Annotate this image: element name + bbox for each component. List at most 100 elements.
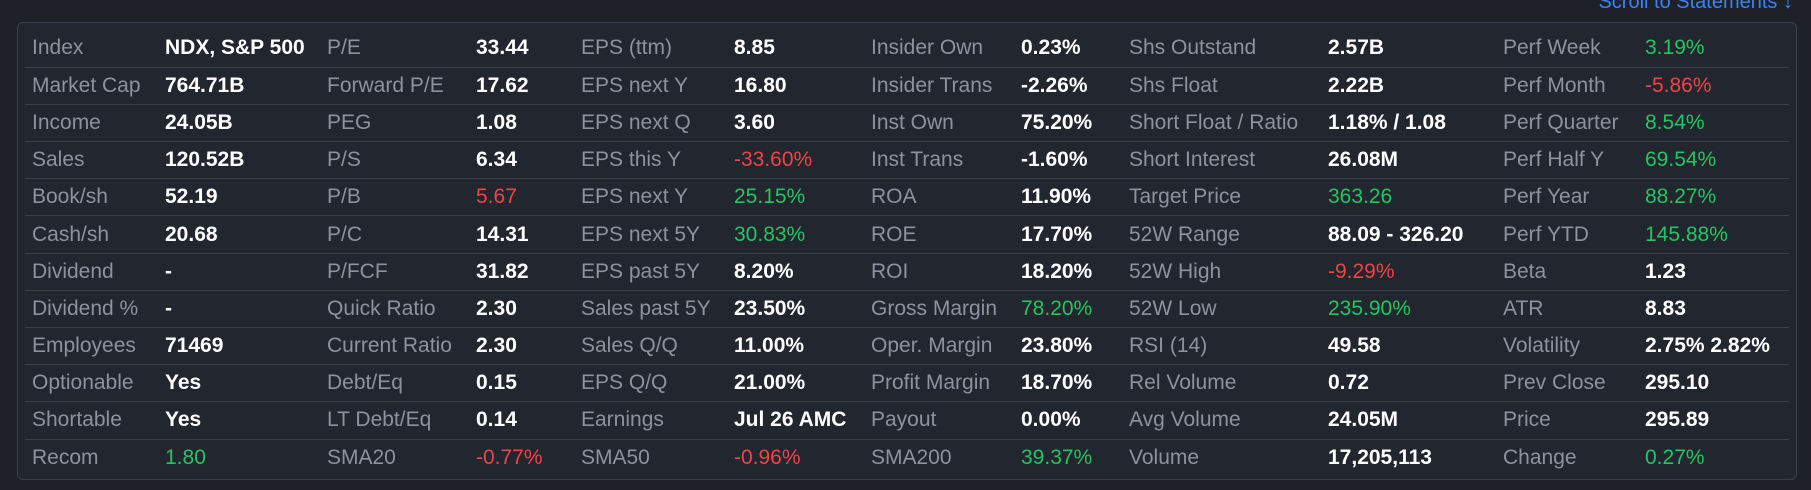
table-row: Index NDX, S&P 500 P/E 33.44 EPS (ttm) 8.85 In… (25, 30, 1789, 67)
metric-label: Beta (1496, 252, 1638, 291)
metric-value: 120.52B (158, 141, 320, 179)
metric-value: 17.70% (1014, 215, 1122, 254)
table-row: Income 24.05B PEG 1.08 EPS next Q 3.60 Inst Ow… (25, 103, 1789, 142)
metric-label: Dividend (25, 252, 158, 291)
metric-label: Forward P/E (320, 66, 469, 105)
metric-value: 18.20% (1014, 252, 1122, 291)
metric-value: -9.29% (1321, 252, 1496, 291)
metric-value: 11.00% (727, 326, 864, 365)
metric-label: Shortable (25, 401, 158, 440)
metric-value: 39.37% (1014, 438, 1122, 477)
metric-value: 1.80 (158, 438, 320, 477)
metric-label: RSI (14) (1122, 326, 1321, 365)
metric-label: EPS (ttm) (581, 36, 673, 60)
metric-label: EPS past 5Y (574, 252, 727, 291)
table-row: Recom 1.80 SMA20 -0.77% SMA50 -0.96% SMA200 39.… (25, 438, 1789, 477)
snapshot-table: Index NDX, S&P 500 P/E 33.44 EPS (ttm) 8.85 In… (25, 30, 1789, 477)
metric-label: 52W Low (1122, 289, 1321, 328)
metric-value: 11.90% (1014, 178, 1122, 216)
metric-value: - (158, 252, 320, 291)
metric-value: 25.15% (727, 178, 864, 216)
metric-label: Shs Float (1122, 66, 1321, 105)
metric-label: LT Debt/Eq (320, 401, 469, 440)
metric-label: Sales (25, 141, 158, 179)
metric-value: 16.80 (727, 66, 864, 105)
metric-label: Short Float / Ratio (1122, 103, 1321, 142)
metric-value: 2.30 (469, 289, 574, 328)
metric-value: 8.54% (1638, 103, 1789, 142)
metric-value: 2.75% 2.82% (1638, 326, 1789, 365)
table-row: Employees 71469 Current Ratio 2.30 Sales Q/Q… (25, 326, 1789, 365)
metric-value: 23.50% (727, 289, 864, 328)
metric-value: 2.22B (1321, 66, 1496, 105)
table-row: Dividend - P/FCF 31.82 EPS past 5Y 8.20% ROI 18… (25, 252, 1789, 291)
metric-value: 1.18% / 1.08 (1321, 103, 1496, 142)
metric-value: Yes (158, 364, 320, 402)
metric-value: 235.90% (1321, 289, 1496, 328)
metric-value: 31.82 (469, 252, 574, 291)
metric-label: EPS next Q (574, 103, 727, 142)
metric-label: Sales Q/Q (574, 326, 727, 365)
metric-label: Short Interest (1122, 141, 1321, 179)
metric-label: Cash/sh (25, 215, 158, 254)
metric-value: 0.23% (1021, 36, 1081, 60)
metric-label: Payout (864, 401, 1014, 440)
table-row: Optionable Yes Debt/Eq 0.15 EPS Q/Q 21.00% Pro… (25, 364, 1789, 402)
metric-label: ROE (864, 215, 1014, 254)
metric-label: EPS next Y (574, 178, 727, 216)
metric-value: NDX, S&P 500 (165, 36, 305, 60)
metric-label: P/FCF (320, 252, 469, 291)
metric-label: SMA200 (864, 438, 1014, 477)
metric-label: Perf YTD (1496, 215, 1638, 254)
metric-value: 18.70% (1014, 364, 1122, 402)
metric-value: - (158, 289, 320, 328)
metric-value: 17.62 (469, 66, 574, 105)
metric-label: Perf Quarter (1496, 103, 1638, 142)
metric-label: Index (32, 36, 84, 60)
metric-label: Perf Year (1496, 178, 1638, 216)
metric-value: 8.20% (727, 252, 864, 291)
metric-label: 52W Range (1122, 215, 1321, 254)
metric-label: 52W High (1122, 252, 1321, 291)
metric-label: Employees (25, 326, 158, 365)
metric-label: Sales past 5Y (574, 289, 727, 328)
metric-value: 30.83% (727, 215, 864, 254)
metric-label: Volatility (1496, 326, 1638, 365)
metric-label: SMA50 (574, 438, 727, 477)
metric-value: -33.60% (727, 141, 864, 179)
metric-label: Insider Own (871, 36, 984, 60)
scroll-to-statements-link[interactable]: Scroll to Statements ↓ (1598, 0, 1793, 13)
metric-label: Income (25, 103, 158, 142)
metric-label: Book/sh (25, 178, 158, 216)
table-row: Dividend % - Quick Ratio 2.30 Sales past 5Y 2… (25, 289, 1789, 328)
metric-value: 88.09 - 326.20 (1321, 215, 1496, 254)
table-row: Book/sh 52.19 P/B 5.67 EPS next Y 25.15% ROA 11… (25, 178, 1789, 216)
metric-value: -0.77% (469, 438, 574, 477)
metric-value: 0.15 (469, 364, 574, 402)
metric-value: 2.30 (469, 326, 574, 365)
metric-label: Rel Volume (1122, 364, 1321, 402)
metric-label: Perf Half Y (1496, 141, 1638, 179)
metric-value: 3.19% (1645, 36, 1705, 60)
metric-value: 0.14 (469, 401, 574, 440)
metric-label: EPS next 5Y (574, 215, 727, 254)
metric-value: Jul 26 AMC (727, 401, 864, 440)
metric-value: 3.60 (727, 103, 864, 142)
metric-value: 8.83 (1638, 289, 1789, 328)
metric-value: 71469 (158, 326, 320, 365)
metric-value: 23.80% (1014, 326, 1122, 365)
metric-value: 21.00% (727, 364, 864, 402)
metric-label: Profit Margin (864, 364, 1014, 402)
metric-value: 1.23 (1638, 252, 1789, 291)
metric-label: P/C (320, 215, 469, 254)
metric-value: -5.86% (1638, 66, 1789, 105)
metric-label: Market Cap (25, 66, 158, 105)
metric-value: -0.96% (727, 438, 864, 477)
metric-value: 52.19 (158, 178, 320, 216)
metric-label: Avg Volume (1122, 401, 1321, 440)
metric-label: EPS next Y (574, 66, 727, 105)
metric-value: 14.31 (469, 215, 574, 254)
metric-label: Gross Margin (864, 289, 1014, 328)
metric-value: 78.20% (1014, 289, 1122, 328)
metric-label: Recom (25, 438, 158, 477)
